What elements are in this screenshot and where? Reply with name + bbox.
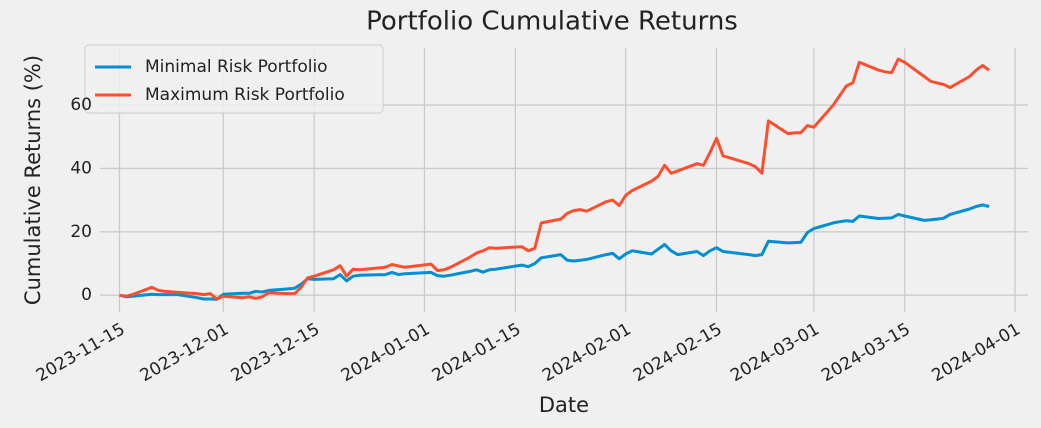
legend-label: Maximum Risk Portfolio [145,85,345,105]
chart-title: Portfolio Cumulative Returns [366,7,738,37]
legend-box [84,44,384,114]
plot [119,57,990,301]
legend-label: Minimal Risk Portfolio [145,57,328,77]
x-axis-label: Date [539,393,589,417]
series-line [119,57,990,301]
y-tick-label: 20 [70,222,92,242]
series-line [119,203,990,301]
legend: Minimal Risk Portfolio Maximum Risk Portf… [84,44,384,114]
y-tick-label: 0 [81,285,92,305]
y-axis-label: Cumulative Returns (%) [21,55,45,305]
y-tick-label: 60 [70,95,92,115]
y-tick-label: 40 [70,158,92,178]
